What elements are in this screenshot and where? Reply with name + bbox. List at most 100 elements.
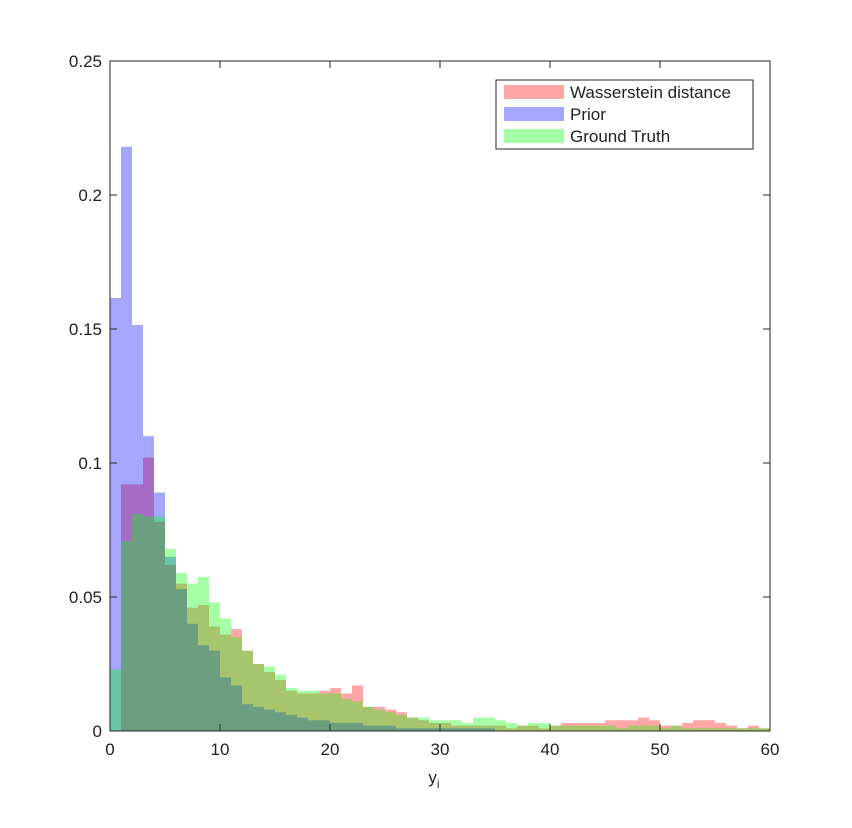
bar <box>418 717 429 731</box>
bar <box>132 484 143 731</box>
bar <box>561 725 572 731</box>
bar <box>385 725 396 731</box>
bar <box>220 677 231 731</box>
bar <box>176 572 187 731</box>
bar <box>275 712 286 731</box>
bar <box>253 664 264 731</box>
bar <box>396 728 407 731</box>
bar <box>407 717 418 731</box>
series <box>110 513 770 731</box>
series <box>121 457 770 731</box>
bar <box>506 722 517 731</box>
bar <box>583 725 594 731</box>
bar <box>319 720 330 731</box>
bar <box>550 725 561 731</box>
bar <box>462 728 473 731</box>
y-tick-label: 0 <box>93 722 102 741</box>
bar <box>473 728 484 731</box>
bar <box>220 634 231 731</box>
bar <box>539 722 550 731</box>
bar <box>396 714 407 731</box>
bar <box>660 728 671 731</box>
bar <box>660 725 671 731</box>
bar <box>649 720 660 731</box>
bar <box>462 722 473 731</box>
bar <box>726 725 737 731</box>
bar <box>132 324 143 731</box>
bar <box>605 720 616 731</box>
bar <box>110 669 121 731</box>
bar <box>528 725 539 731</box>
y-tick-label: 0.1 <box>78 454 102 473</box>
y-tick-label: 0.15 <box>69 320 102 339</box>
bar <box>693 720 704 731</box>
bar <box>473 725 484 731</box>
bar <box>154 492 165 731</box>
bar <box>440 722 451 731</box>
bar <box>341 722 352 731</box>
bar <box>451 720 462 731</box>
bar <box>143 516 154 731</box>
bar <box>451 725 462 731</box>
bar <box>231 637 242 731</box>
bar <box>682 722 693 731</box>
bar <box>737 728 748 731</box>
bar <box>308 693 319 731</box>
bar <box>462 725 473 731</box>
bar <box>352 701 363 731</box>
bar <box>440 720 451 731</box>
bar <box>176 588 187 731</box>
bar <box>187 623 198 731</box>
x-tick-label: 30 <box>431 740 450 759</box>
x-tick-label: 10 <box>211 740 230 759</box>
bar <box>616 728 627 731</box>
bar <box>759 728 770 731</box>
bar <box>693 728 704 731</box>
bar <box>561 722 572 731</box>
bar <box>671 725 682 731</box>
legend-swatch <box>504 129 564 143</box>
bar <box>308 720 319 731</box>
bar <box>242 704 253 731</box>
bar <box>286 714 297 731</box>
bar <box>297 693 308 731</box>
x-tick-label: 40 <box>541 740 560 759</box>
x-tick-label: 0 <box>105 740 114 759</box>
bar <box>363 725 374 731</box>
bar <box>121 484 132 731</box>
bar <box>572 722 583 731</box>
bar <box>407 717 418 731</box>
bar <box>154 521 165 731</box>
bar <box>165 564 176 731</box>
legend-label: Wasserstein distance <box>570 83 731 102</box>
legend-swatch <box>504 85 564 99</box>
bar <box>495 725 506 731</box>
bar <box>638 717 649 731</box>
bar <box>748 728 759 731</box>
bar <box>198 576 209 731</box>
bar <box>143 436 154 731</box>
bar <box>187 607 198 731</box>
bar <box>495 720 506 731</box>
bar <box>319 690 330 731</box>
bar <box>165 556 176 731</box>
x-tick-label: 60 <box>761 740 780 759</box>
bar <box>297 690 308 731</box>
legend-label: Ground Truth <box>570 127 670 146</box>
bar <box>605 725 616 731</box>
bar <box>517 725 528 731</box>
bar <box>165 548 176 731</box>
bar <box>484 717 495 731</box>
bar <box>429 722 440 731</box>
bar <box>748 725 759 731</box>
bar <box>594 725 605 731</box>
bar <box>242 650 253 731</box>
bar <box>110 297 121 731</box>
y-tick-label: 0.2 <box>78 186 102 205</box>
bar <box>275 674 286 731</box>
x-axis-label: yi <box>428 768 439 791</box>
bar <box>341 698 352 731</box>
bar <box>583 722 594 731</box>
bar <box>352 722 363 731</box>
bar <box>594 722 605 731</box>
